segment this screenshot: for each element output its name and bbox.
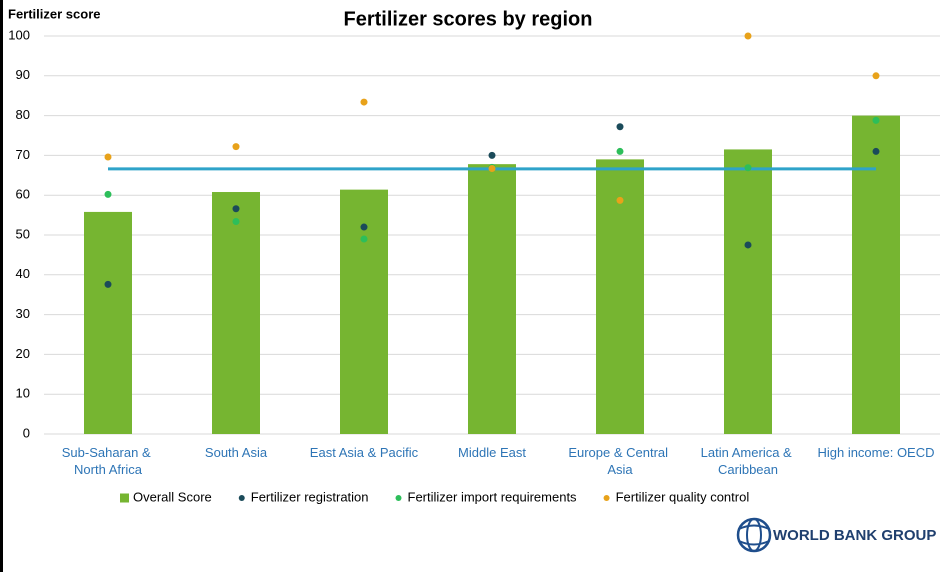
logo-globe [746, 518, 762, 552]
bar [212, 192, 260, 434]
bar [852, 115, 900, 434]
dot [488, 151, 496, 159]
dot [744, 32, 752, 40]
x-tick-label: South Asia [205, 445, 268, 460]
logo-globe [738, 524, 770, 546]
dot [744, 164, 752, 172]
dot [232, 205, 240, 213]
y-tick-label: 100 [8, 27, 30, 42]
bar [724, 149, 772, 434]
legend-label: Fertilizer quality control [616, 489, 750, 504]
y-tick-label: 80 [16, 107, 30, 122]
chart-title: Fertilizer scores by region [344, 8, 593, 30]
y-tick-label: 20 [16, 346, 30, 361]
dot [104, 153, 112, 161]
bar [84, 211, 132, 434]
bar [596, 159, 644, 434]
dot [360, 223, 368, 231]
dot [872, 116, 880, 124]
x-tick-label: Middle East [458, 445, 526, 460]
legend-swatch [120, 493, 129, 503]
dot [744, 241, 752, 249]
dot [360, 98, 368, 106]
y-tick-label: 70 [16, 147, 30, 162]
logo: WORLD BANK GROUP [736, 517, 936, 553]
legend-label: Fertilizer registration [251, 489, 369, 504]
logo-globe [736, 517, 772, 553]
x-tick-label: Sub-Saharan & North Africa [62, 445, 155, 477]
x-tick-label: East Asia & Pacific [310, 445, 419, 460]
legend-swatch [395, 495, 402, 501]
dot [360, 235, 368, 243]
dot [232, 143, 240, 151]
legend-label: Overall Score [133, 489, 212, 504]
dot [616, 147, 624, 155]
dot [104, 280, 112, 288]
legend-swatch [238, 495, 245, 501]
left-border [0, 0, 3, 572]
bar [468, 164, 516, 434]
dot [616, 123, 624, 131]
y-axis-title: Fertilizer score [8, 6, 101, 21]
dot [616, 196, 624, 204]
dot [872, 147, 880, 155]
legend-swatch [603, 495, 610, 501]
dot [232, 217, 240, 225]
dot [104, 190, 112, 198]
y-tick-label: 50 [16, 226, 30, 241]
y-tick-label: 60 [16, 187, 30, 202]
y-tick-label: 40 [16, 266, 30, 281]
logo-text: WORLD BANK GROUP [773, 527, 936, 544]
legend-label: Fertilizer import requirements [408, 489, 578, 504]
x-tick-label: High income: OECD [817, 445, 934, 460]
y-tick-label: 10 [16, 386, 30, 401]
y-tick-label: 90 [16, 67, 30, 82]
y-tick-label: 0 [23, 425, 30, 440]
x-tick-label: Europe & Central Asia [568, 445, 671, 477]
dot [872, 72, 880, 80]
dot [488, 165, 496, 173]
x-tick-label: Latin America & Caribbean [701, 445, 796, 477]
y-tick-label: 30 [16, 306, 30, 321]
